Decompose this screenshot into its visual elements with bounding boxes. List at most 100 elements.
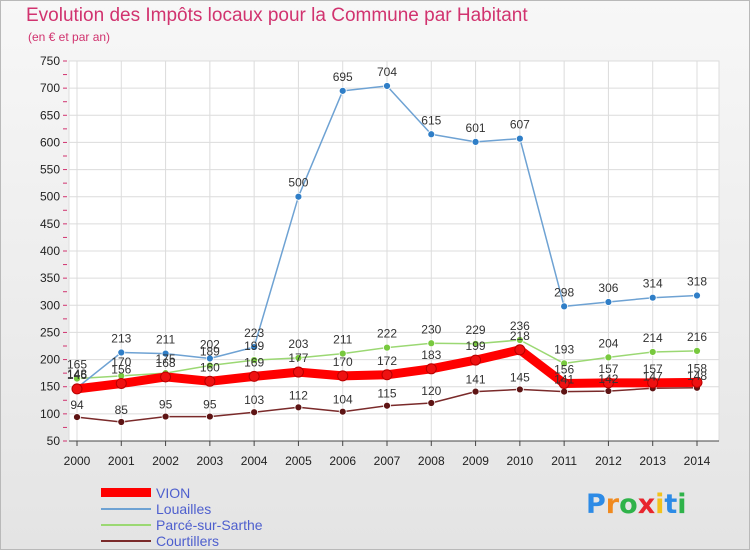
data-point-1 (117, 348, 126, 357)
data-label: 160 (200, 360, 220, 374)
y-tick-label: 450 (40, 217, 60, 231)
data-label: 222 (377, 327, 397, 341)
brand-letter: r (605, 489, 620, 520)
data-label: 115 (377, 387, 396, 401)
data-label: 85 (115, 403, 129, 417)
x-tick-label: 2010 (507, 454, 534, 468)
x-tick-label: 2013 (639, 454, 666, 468)
data-label: 175 (156, 352, 176, 366)
data-label: 695 (333, 70, 353, 84)
data-label: 156 (111, 362, 131, 376)
data-label: 229 (466, 323, 486, 337)
data-point-3 (294, 403, 303, 412)
data-label: 168 (156, 356, 176, 370)
data-point-2 (560, 359, 569, 368)
y-tick-label: 600 (40, 135, 60, 149)
data-label: 203 (288, 337, 308, 351)
data-label: 607 (510, 118, 530, 132)
data-point-2 (693, 346, 701, 355)
x-tick-label: 2012 (595, 454, 622, 468)
x-tick-label: 2001 (108, 454, 135, 468)
data-point-1 (560, 302, 569, 311)
data-point-1 (471, 137, 480, 146)
data-label: 236 (510, 319, 530, 333)
data-point-vion (337, 370, 349, 382)
data-point-vion (160, 371, 172, 383)
data-label: 189 (200, 345, 220, 359)
data-label: 204 (598, 336, 618, 350)
data-label: 141 (554, 373, 574, 387)
data-point-3 (604, 387, 613, 395)
data-label: 318 (687, 275, 707, 289)
legend-swatch (101, 540, 151, 542)
brand-letter: o (619, 489, 638, 520)
data-point-vion (248, 370, 260, 382)
data-point-1 (161, 349, 170, 358)
legend-swatch (101, 488, 151, 497)
data-label: 199 (244, 339, 264, 353)
data-label: 704 (377, 65, 397, 79)
data-point-vion (425, 363, 437, 375)
y-tick-label: 300 (40, 298, 60, 312)
data-label: 601 (466, 121, 486, 135)
data-point-vion (470, 354, 482, 366)
data-label: 156 (554, 362, 574, 376)
data-label: 216 (687, 330, 707, 344)
data-point-2 (383, 343, 391, 352)
brand-letter: i (655, 489, 665, 520)
data-point-vion (691, 376, 703, 388)
data-point-vion (381, 369, 393, 381)
data-point-1 (604, 298, 613, 306)
data-point-3 (250, 408, 259, 417)
data-label: 142 (598, 372, 618, 386)
data-label: 193 (554, 342, 574, 356)
data-label: 223 (244, 326, 264, 340)
data-point-2 (73, 374, 81, 383)
data-label: 158 (687, 361, 707, 375)
data-label: 94 (70, 398, 84, 412)
data-label: 170 (111, 355, 131, 369)
y-tick-label: 350 (40, 271, 60, 285)
data-point-3 (427, 399, 436, 407)
x-tick-label: 2004 (241, 454, 268, 468)
x-tick-label: 2008 (418, 454, 445, 468)
data-label: 104 (333, 393, 353, 407)
data-point-vion (514, 344, 526, 356)
legend-item: Parcé-sur-Sarthe (101, 517, 361, 534)
data-label: 202 (200, 337, 220, 351)
x-tick-label: 2006 (329, 454, 356, 468)
data-point-2 (338, 349, 347, 358)
data-label: 170 (333, 355, 353, 369)
data-label: 148 (687, 369, 707, 383)
data-point-2 (648, 348, 657, 356)
data-label: 214 (643, 331, 663, 345)
data-point-3 (471, 387, 480, 396)
data-label: 314 (643, 277, 663, 291)
legend-swatch (101, 524, 151, 526)
data-point-2 (604, 353, 613, 362)
data-label: 199 (466, 339, 486, 353)
data-point-vion (602, 377, 614, 389)
data-label: 500 (288, 176, 308, 190)
data-label: 145 (510, 370, 530, 384)
data-label: 230 (421, 322, 441, 336)
data-label: 298 (554, 285, 574, 299)
y-tick-label: 400 (40, 244, 60, 258)
data-label: 147 (643, 369, 663, 383)
legend-item: VION (101, 485, 361, 502)
data-point-1 (205, 354, 214, 363)
data-label: 95 (159, 398, 173, 412)
y-tick-label: 650 (40, 108, 60, 122)
brand-letter: P (586, 489, 606, 520)
data-label: 112 (289, 388, 308, 402)
data-label: 306 (598, 281, 618, 295)
data-point-vion (204, 375, 216, 387)
y-tick-label: 100 (40, 407, 60, 421)
data-label: 95 (203, 398, 217, 412)
data-point-3 (338, 407, 347, 416)
data-point-1 (294, 192, 303, 201)
legend-label: Louailles (156, 501, 212, 517)
proxiti-logo: Proxiti (586, 489, 687, 520)
